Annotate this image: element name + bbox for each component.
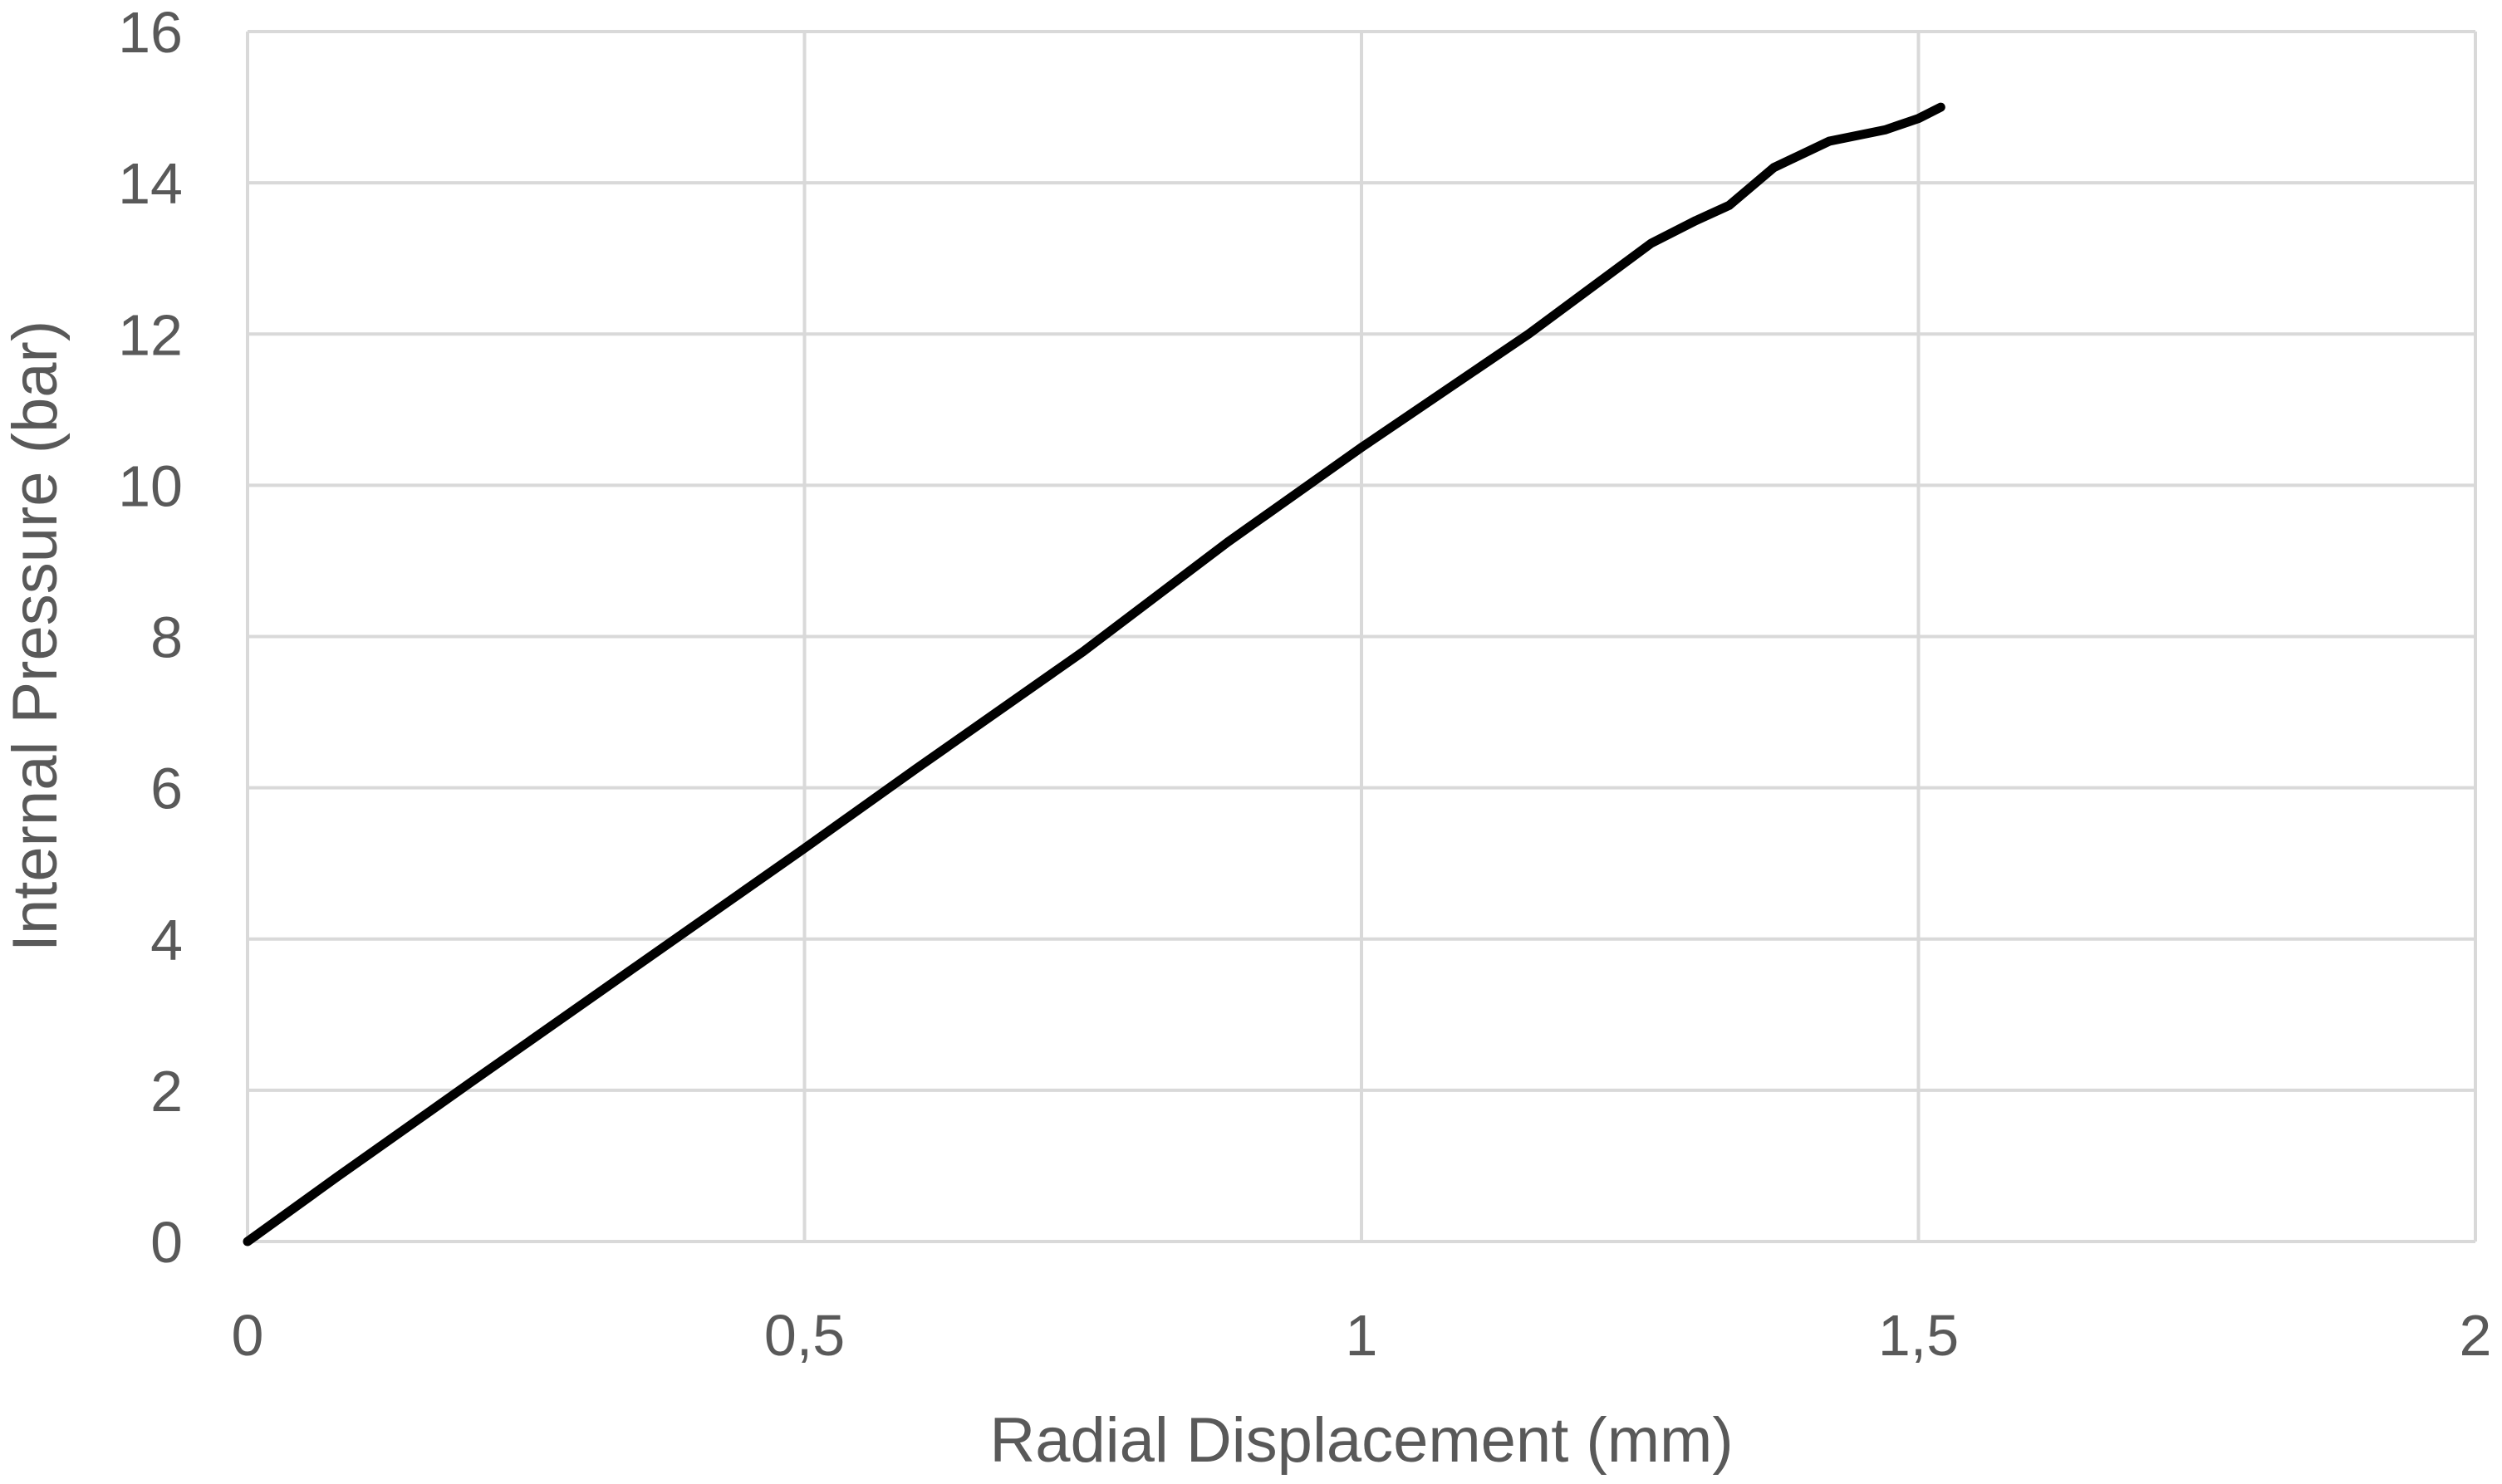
- y-tick-label: 10: [118, 453, 183, 518]
- y-tick-label: 4: [150, 908, 183, 972]
- x-tick-label: 0: [232, 1303, 264, 1368]
- y-axis-ticks: 0 2 4 6 8 10 12 14 16: [118, 0, 183, 1275]
- y-tick-label: 2: [150, 1059, 183, 1124]
- gridlines: [246, 30, 2477, 1243]
- y-tick-label: 0: [150, 1210, 183, 1275]
- y-tick-label: 6: [150, 757, 183, 821]
- y-tick-label: 8: [150, 605, 183, 670]
- x-tick-label: 0,5: [764, 1303, 845, 1368]
- x-tick-label: 1,5: [1878, 1303, 1959, 1368]
- y-tick-label: 16: [118, 0, 183, 65]
- x-axis-title: Radial Displacement (mm): [989, 1405, 1733, 1476]
- series-group: [243, 102, 1945, 1246]
- x-tick-label: 2: [2460, 1303, 2492, 1368]
- x-axis-ticks: 0 0,5 1 1,5 2: [232, 1303, 2492, 1368]
- y-tick-label: 14: [118, 151, 183, 216]
- x-tick-label: 1: [1346, 1303, 1378, 1368]
- series-line: [243, 102, 1945, 1246]
- y-axis-title: Internal Pressure (bar): [0, 321, 71, 952]
- y-tick-label: 12: [118, 302, 183, 367]
